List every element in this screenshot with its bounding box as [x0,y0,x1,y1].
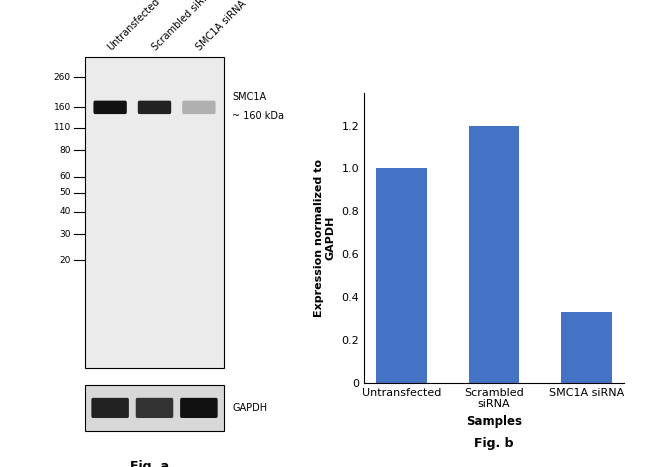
Bar [85,57,224,368]
Bar [469,126,519,383]
Text: Fig. b: Fig. b [474,437,514,450]
Text: SMC1A siRNA: SMC1A siRNA [195,0,248,53]
FancyBboxPatch shape [182,100,216,114]
Text: SMC1A: SMC1A [233,92,266,102]
Text: 260: 260 [54,73,71,82]
Text: 110: 110 [53,123,71,132]
Text: 160: 160 [53,103,71,112]
Text: Untransfected: Untransfected [106,0,162,53]
Text: 60: 60 [59,172,71,181]
FancyBboxPatch shape [180,398,218,418]
Text: 80: 80 [59,146,71,155]
Text: 50: 50 [59,188,71,198]
Bar [561,312,612,383]
Text: 30: 30 [59,230,71,239]
Bar [85,385,224,431]
FancyBboxPatch shape [94,100,127,114]
Text: 40: 40 [60,207,71,216]
Text: 20: 20 [60,256,71,265]
X-axis label: Samples: Samples [466,415,522,428]
FancyBboxPatch shape [136,398,174,418]
Text: GAPDH: GAPDH [233,403,268,413]
Y-axis label: Expression normalized to
GAPDH: Expression normalized to GAPDH [314,159,336,317]
Bar [376,169,427,383]
Text: Fig. a: Fig. a [130,460,169,467]
Text: ~ 160 kDa: ~ 160 kDa [233,111,285,121]
FancyBboxPatch shape [92,398,129,418]
Text: Scrambled siRNA: Scrambled siRNA [150,0,216,53]
FancyBboxPatch shape [138,100,171,114]
